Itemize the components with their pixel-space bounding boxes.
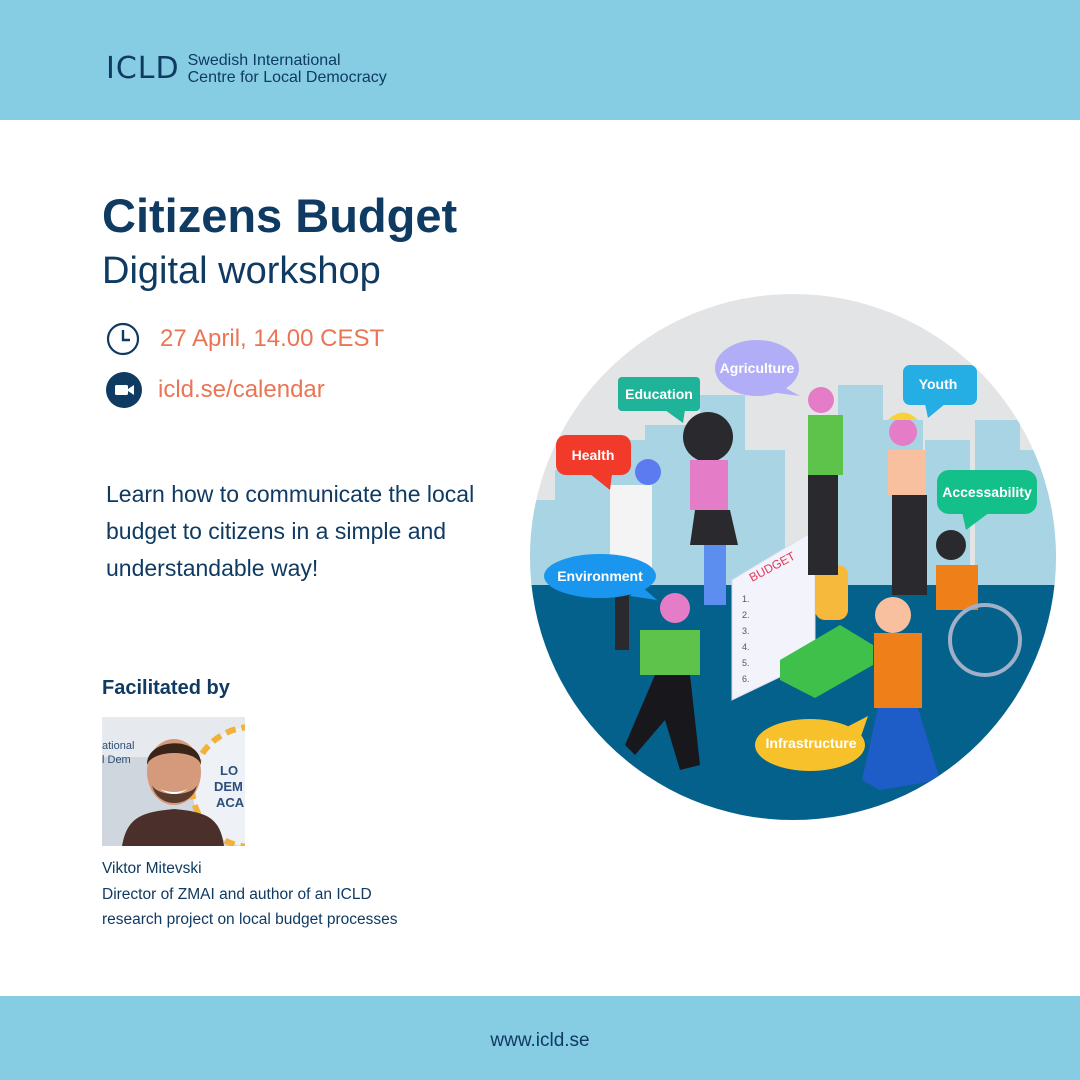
footer-url[interactable]: www.icld.se <box>490 1030 590 1051</box>
svg-text:4.: 4. <box>742 642 750 652</box>
event-date: 27 April, 14.00 CEST <box>106 322 384 356</box>
link-text[interactable]: icld.se/calendar <box>158 376 325 403</box>
video-camera-icon <box>106 372 142 408</box>
money-stack <box>780 625 873 698</box>
logo-mark: ICLD <box>106 51 180 86</box>
date-text: 27 April, 14.00 CEST <box>160 325 385 352</box>
svg-text:Education: Education <box>625 386 693 402</box>
svg-text:3.: 3. <box>742 626 750 636</box>
svg-text:DEM: DEM <box>214 779 243 794</box>
svg-text:Infrastructure: Infrastructure <box>765 735 856 751</box>
svg-text:2.: 2. <box>742 610 750 620</box>
event-description: Learn how to communicate the local budge… <box>106 481 475 581</box>
facilitator-name: Viktor Mitevski <box>102 860 202 877</box>
event-link[interactable]: icld.se/calendar <box>106 372 325 408</box>
svg-text:Youth: Youth <box>919 376 958 392</box>
icld-logo[interactable]: ICLD Swedish International Centre for Lo… <box>106 52 387 86</box>
bubble-infrastructure: Infrastructure <box>755 716 868 771</box>
facilitated-heading: Facilitated by <box>102 677 230 699</box>
svg-text:5.: 5. <box>742 658 750 668</box>
svg-text:LO: LO <box>220 763 238 778</box>
facilitator-photo: ational l Dem LO DEM ACA <box>102 717 245 846</box>
svg-text:ational: ational <box>102 740 134 752</box>
bubble-environment: Environment <box>544 554 657 600</box>
facilitator-role-2: research project on local budget process… <box>102 911 398 928</box>
bubble-youth: Youth <box>903 365 977 418</box>
footer-band <box>0 996 1080 1080</box>
svg-text:1.: 1. <box>742 594 750 604</box>
logo-line-2: Centre for Local Democracy <box>187 69 387 86</box>
logo-text: Swedish International Centre for Local D… <box>188 52 387 86</box>
svg-text:Agriculture: Agriculture <box>720 360 795 376</box>
bubble-education: Education <box>618 377 700 423</box>
facilitator-info: Viktor Mitevski Director of ZMAI and aut… <box>102 856 398 933</box>
header-band <box>0 0 1080 120</box>
bubble-accessability: Accessability <box>937 470 1037 530</box>
svg-text:Health: Health <box>572 447 615 463</box>
event-title: Citizens Budget <box>102 189 458 242</box>
facilitator-role-1: Director of ZMAI and author of an ICLD <box>102 885 372 903</box>
svg-text:l Dem: l Dem <box>102 754 131 766</box>
coin-stack <box>815 565 848 620</box>
logo-line-1: Swedish International <box>187 52 341 69</box>
event-subtitle: Digital workshop <box>102 250 381 292</box>
svg-text:Environment: Environment <box>557 568 643 584</box>
svg-text:6.: 6. <box>742 674 750 684</box>
svg-text:ACA: ACA <box>216 795 245 810</box>
bubble-agriculture: Agriculture <box>715 340 800 396</box>
bubble-health: Health <box>556 435 631 490</box>
clock-icon <box>106 322 140 356</box>
svg-text:Accessability: Accessability <box>942 484 1032 500</box>
